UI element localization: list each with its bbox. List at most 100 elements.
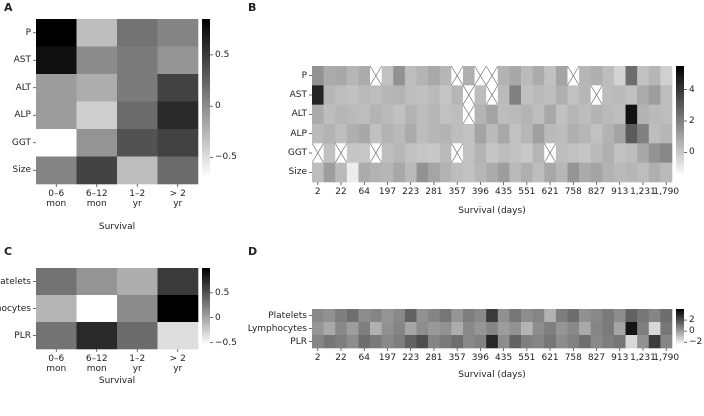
heatmap-cell xyxy=(346,309,359,323)
panel-label: A xyxy=(4,1,13,14)
heatmap-cell xyxy=(486,162,499,183)
colorbar-tick-label: −0.5 xyxy=(215,337,237,348)
y-tick-label: Platelets xyxy=(0,276,31,287)
heatmap-cell xyxy=(358,124,371,144)
x-axis-title: Survival (days) xyxy=(458,206,526,216)
heatmap-cell xyxy=(660,309,673,323)
x-tick-label: 1,231 xyxy=(630,353,656,363)
x-tick-label: 758 xyxy=(564,187,582,197)
heatmap-cell xyxy=(439,124,452,144)
heatmap-cell xyxy=(428,85,441,105)
heatmap-cell xyxy=(602,309,615,323)
heatmap-cell xyxy=(579,143,592,163)
y-tick-label: AST xyxy=(13,55,31,66)
x-tick-label: 197 xyxy=(378,187,397,197)
heatmap-cell xyxy=(625,162,638,183)
heatmap-cell xyxy=(521,104,533,125)
heatmap-cell xyxy=(335,335,348,349)
heatmap-cell xyxy=(428,309,441,323)
heatmap-cell xyxy=(312,322,324,336)
heatmap-cell xyxy=(590,162,603,183)
heatmap-cell xyxy=(509,335,522,349)
heatmap-cell xyxy=(439,335,452,349)
heatmap-cell xyxy=(486,309,499,323)
heatmap-cell xyxy=(625,124,638,144)
heatmap-cell xyxy=(637,162,650,183)
heatmap-cell xyxy=(474,124,487,144)
heatmap-cell xyxy=(416,322,429,336)
heatmap-cell xyxy=(462,309,475,323)
heatmap-cell xyxy=(579,124,592,144)
heatmap-cell xyxy=(358,309,371,323)
heatmap-cell xyxy=(509,143,522,163)
heatmap-cell xyxy=(428,104,441,125)
heatmap-cell xyxy=(36,322,77,350)
heatmap-cell xyxy=(532,143,545,163)
heatmap-cell xyxy=(36,101,77,130)
missing-cross xyxy=(462,85,475,105)
x-tick-label: > 2 yr xyxy=(169,354,186,374)
heatmap-cell xyxy=(509,162,522,183)
x-tick-label: 64 xyxy=(358,187,370,197)
heatmap-cell xyxy=(439,143,452,163)
missing-cross xyxy=(334,143,348,163)
panel-label: D xyxy=(248,245,258,258)
heatmap-cell xyxy=(323,66,336,86)
heatmap-cell xyxy=(625,309,638,323)
colorbar-tick-label: 2 xyxy=(689,315,695,326)
heatmap-cell xyxy=(544,85,557,105)
heatmap-cell xyxy=(613,309,626,323)
heatmap-cell xyxy=(428,143,441,163)
heatmap-cell xyxy=(567,143,580,163)
heatmap-cell xyxy=(497,309,510,323)
heatmap-cell xyxy=(358,322,371,336)
heatmap-cell xyxy=(625,104,638,125)
heatmap-cell xyxy=(439,85,452,105)
heatmap-cell xyxy=(486,104,499,125)
heatmap-cell xyxy=(648,309,661,323)
heatmap-cell xyxy=(76,129,118,157)
heatmap-cell xyxy=(579,335,592,349)
y-tick-label: ALP xyxy=(14,110,31,121)
y-tick-label: AST xyxy=(289,90,307,100)
heatmap-cell xyxy=(157,129,199,157)
heatmap-cell xyxy=(602,85,615,105)
heatmap-cell xyxy=(590,322,603,336)
heatmap-cell xyxy=(335,85,348,105)
x-tick-label: 2 xyxy=(314,353,321,363)
heatmap-cell xyxy=(346,124,359,144)
heatmap-cell xyxy=(521,66,533,86)
heatmap-cell xyxy=(555,124,568,144)
heatmap-cell xyxy=(497,322,510,336)
heatmap-cell xyxy=(416,66,429,86)
heatmap-cell xyxy=(555,143,568,163)
heatmap-cell xyxy=(323,143,336,163)
x-tick-label: 1,231 xyxy=(630,187,656,197)
heatmap-cell xyxy=(428,162,441,183)
heatmap-cell xyxy=(625,66,638,86)
heatmap-cell xyxy=(312,104,324,125)
heatmap-cell xyxy=(462,322,475,336)
missing-cross xyxy=(451,65,464,86)
heatmap-cell xyxy=(117,268,158,296)
x-tick-label: 22 xyxy=(335,353,347,363)
heatmap-cell xyxy=(509,85,522,105)
x-tick-label: 22 xyxy=(335,187,347,197)
heatmap-cell xyxy=(637,104,650,125)
heatmap-cell xyxy=(497,104,510,125)
heatmap-cell xyxy=(579,322,592,336)
heatmap-cell xyxy=(648,162,661,183)
heatmap-cell xyxy=(451,309,464,323)
heatmap-cell xyxy=(532,124,545,144)
x-tick-label: 223 xyxy=(402,353,420,363)
heatmap-cell xyxy=(486,335,499,349)
heatmap-cell xyxy=(416,335,429,349)
heatmap-cell xyxy=(555,322,568,336)
heatmap-cell xyxy=(532,85,545,105)
heatmap-cell xyxy=(393,124,406,144)
heatmap-cell xyxy=(462,162,475,183)
heatmap-cell xyxy=(76,295,118,323)
heatmap-cell xyxy=(439,322,452,336)
heatmap-cell xyxy=(416,309,429,323)
heatmap-cell xyxy=(404,124,417,144)
